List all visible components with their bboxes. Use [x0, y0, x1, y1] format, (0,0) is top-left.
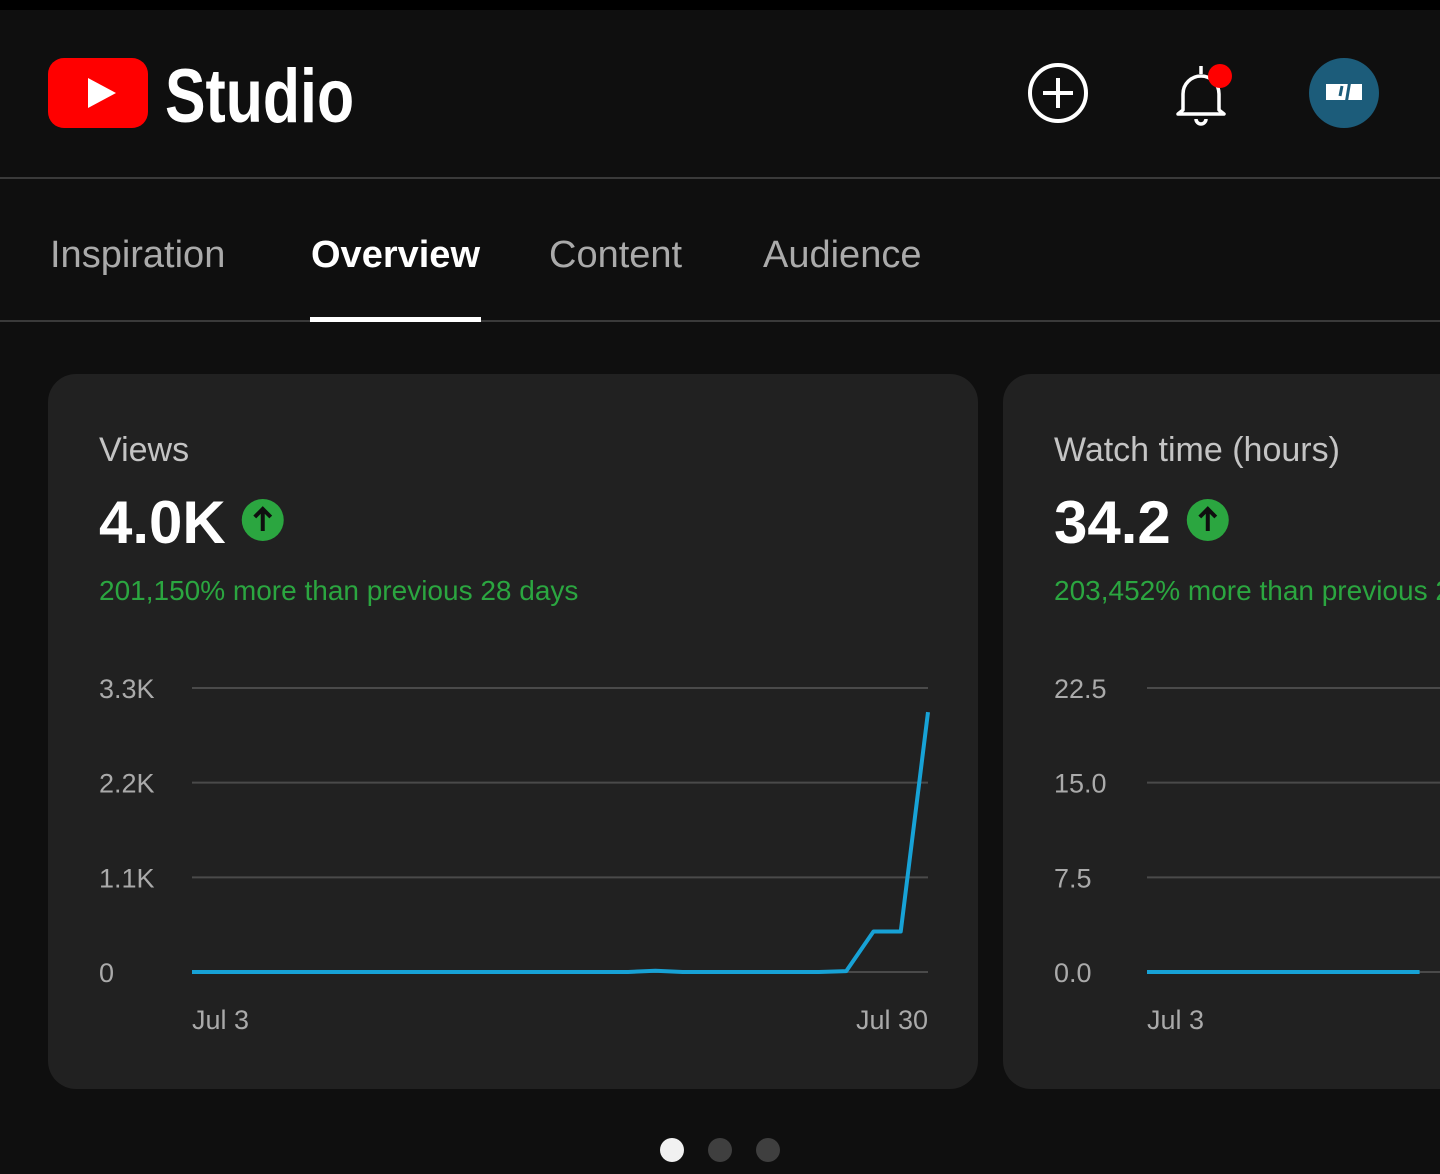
tab[interactable]: Audience — [763, 234, 921, 276]
notifications-button[interactable] — [1176, 64, 1232, 126]
y-tick-label: 1.1K — [99, 863, 155, 893]
brand: Studio — [165, 54, 354, 139]
tab[interactable]: Content — [549, 234, 683, 276]
header-divider — [0, 177, 1440, 179]
y-tick-label: 15.0 — [1054, 769, 1107, 799]
metric-card[interactable] — [1003, 374, 1440, 1089]
avatar[interactable] — [1309, 58, 1379, 128]
tab[interactable]: Overview — [311, 234, 480, 276]
up-arrow — [1198, 506, 1218, 531]
bell — [1176, 74, 1226, 116]
page-dot-active[interactable] — [660, 1138, 684, 1162]
page-dot[interactable] — [708, 1138, 732, 1162]
create-button[interactable] — [1028, 63, 1088, 123]
y-tick-label: 7.5 — [1054, 863, 1092, 893]
y-tick-label: 0.0 — [1054, 958, 1092, 988]
youtube-logo[interactable] — [48, 58, 148, 128]
bell-clapper — [1194, 118, 1208, 126]
change-text: 201,150% more than previous 28 days — [99, 575, 578, 606]
create-plus — [1043, 78, 1073, 108]
status-strip — [0, 0, 1440, 10]
y-tick-label: 22.5 — [1054, 674, 1107, 704]
active-tab-underline — [310, 317, 481, 322]
notification-dot — [1208, 64, 1232, 88]
y-tick-label: 0 — [99, 958, 114, 988]
y-tick-label: 3.3K — [99, 674, 155, 704]
card-value: 4.0K — [99, 489, 226, 556]
x-tick-label: Jul 3 — [1147, 1005, 1204, 1035]
x-tick-label: Jul 30 — [856, 1005, 928, 1035]
tab[interactable]: Inspiration — [50, 234, 225, 276]
metric-card[interactable] — [48, 374, 978, 1089]
up-arrow — [253, 506, 273, 531]
change-text: 203,452% more than previous 28 days — [1054, 575, 1440, 606]
avatar-icon-mark — [1338, 79, 1352, 105]
create-ring — [1028, 63, 1088, 123]
logo-play — [88, 78, 116, 108]
y-tick-label: 2.2K — [99, 769, 155, 799]
x-tick-label: Jul 3 — [192, 1005, 249, 1035]
tabs-divider — [0, 320, 1440, 322]
page-dot[interactable] — [756, 1138, 780, 1162]
card-title: Views — [99, 431, 189, 469]
avatar-icon — [1326, 84, 1362, 100]
card-title: Watch time (hours) — [1054, 431, 1340, 469]
card-value: 34.2 — [1054, 489, 1171, 556]
series-line — [192, 711, 930, 974]
